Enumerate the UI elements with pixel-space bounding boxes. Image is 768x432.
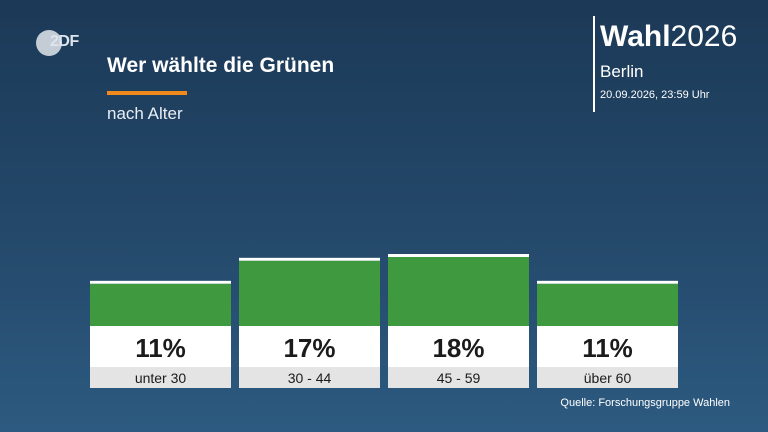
value-label: 11% [582,333,633,363]
bar [90,283,231,326]
value-label: 18% [432,333,484,363]
category-label: über 60 [584,370,632,386]
brand-year: 2026 [670,20,738,53]
chart-subtitle: nach Alter [107,104,183,123]
bar-top-line [90,280,231,284]
bar [239,260,380,326]
category-label-box [388,367,529,388]
value-label-box [388,326,529,367]
bar-top-line [388,254,529,257]
zdf-logo-disc [36,30,62,56]
category-label: 45 - 59 [437,370,481,386]
chart-title: Wer wählte die Grünen [107,54,335,77]
region-label: Berlin [600,62,644,81]
source-label: Quelle: Forschungsgruppe Wahlen [560,397,730,409]
value-label-box [239,326,380,367]
zdf-logo-icon: 2DF [36,30,86,56]
bar [537,283,678,326]
category-label-box [239,367,380,388]
zdf-logo-text: 2DF [50,33,79,50]
brand-divider [593,16,595,112]
bar-top-line [239,257,380,261]
bar [388,257,529,326]
value-label: 17% [283,333,335,363]
datetime-label: 20.09.2026, 23:59 Uhr [600,89,710,101]
value-label: 11% [135,333,186,363]
brand-wordmark: Wahl2026 [600,20,737,54]
brand-name: Wahl [600,20,671,53]
category-label: unter 30 [135,370,187,386]
title-underline [107,91,187,95]
value-label-box [90,326,231,367]
category-label-box [90,367,231,388]
bar-top-line [537,280,678,284]
category-label-box [537,367,678,388]
value-label-box [537,326,678,367]
category-label: 30 - 44 [288,370,332,386]
